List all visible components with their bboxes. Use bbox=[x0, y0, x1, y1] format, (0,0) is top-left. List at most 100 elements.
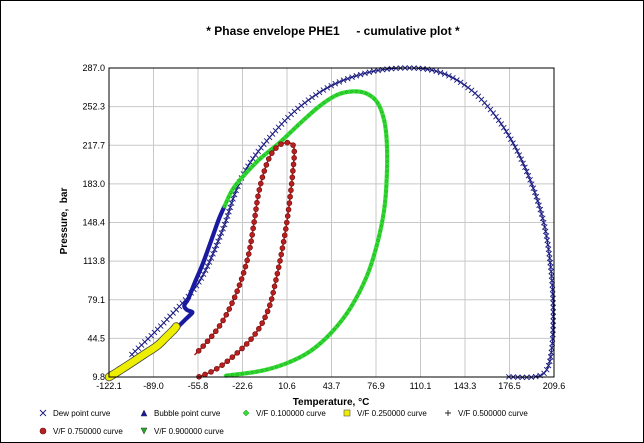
data-point-marker bbox=[235, 372, 240, 377]
data-point-marker bbox=[289, 174, 296, 181]
data-point-marker bbox=[545, 246, 552, 253]
data-point-marker bbox=[383, 194, 388, 199]
data-point-marker bbox=[338, 319, 343, 324]
legend-marker bbox=[140, 427, 148, 435]
data-point-marker bbox=[254, 199, 260, 206]
data-point-marker bbox=[269, 366, 274, 371]
data-point-marker bbox=[303, 116, 307, 121]
data-point-marker bbox=[310, 110, 315, 114]
data-point-marker bbox=[260, 368, 264, 373]
legend-marker bbox=[445, 410, 451, 416]
data-point-marker bbox=[330, 95, 335, 100]
data-point-marker bbox=[361, 281, 366, 285]
data-point-marker bbox=[373, 248, 378, 253]
data-point-marker bbox=[221, 221, 228, 228]
data-point-marker bbox=[548, 268, 554, 275]
data-point-marker bbox=[354, 89, 359, 94]
data-point-marker bbox=[285, 206, 292, 213]
data-point-marker bbox=[384, 134, 389, 139]
y-tick-label: 183.0 bbox=[82, 179, 105, 189]
data-point-marker bbox=[359, 285, 364, 290]
data-point-marker bbox=[344, 75, 351, 82]
data-point-marker bbox=[231, 294, 238, 301]
data-point-marker bbox=[377, 233, 382, 238]
series-5 bbox=[194, 139, 298, 380]
y-tick-label: 148.4 bbox=[82, 218, 105, 228]
data-point-marker bbox=[385, 169, 389, 174]
data-point-marker bbox=[379, 109, 384, 114]
data-point-marker bbox=[302, 100, 308, 106]
data-point-marker bbox=[503, 128, 510, 135]
data-point-marker bbox=[297, 355, 302, 360]
data-point-marker bbox=[325, 334, 330, 339]
data-point-marker bbox=[520, 160, 526, 167]
data-point-marker bbox=[500, 124, 507, 131]
data-point-marker bbox=[367, 267, 372, 272]
data-point-marker bbox=[366, 69, 373, 76]
data-point-marker bbox=[320, 87, 327, 93]
data-point-marker bbox=[250, 225, 256, 232]
data-point-marker bbox=[541, 370, 547, 377]
data-point-marker bbox=[370, 68, 377, 75]
data-point-marker bbox=[314, 344, 319, 349]
data-point-marker bbox=[252, 331, 258, 337]
data-point-marker bbox=[255, 193, 261, 200]
data-point-marker bbox=[385, 164, 389, 169]
data-point-marker bbox=[305, 97, 312, 103]
data-point-marker bbox=[293, 357, 297, 362]
data-point-marker bbox=[383, 124, 388, 129]
y-tick-labels: 9.8 44.5 79.1 113.8 148.4 183.0 217.7 252.3 287.… bbox=[82, 63, 105, 382]
legend-label: V/F 0.100000 curve bbox=[256, 409, 326, 418]
data-point-marker bbox=[244, 257, 250, 264]
data-point-marker bbox=[381, 114, 386, 119]
data-point-marker bbox=[352, 299, 357, 303]
data-point-marker bbox=[533, 193, 540, 200]
data-point-marker bbox=[527, 177, 533, 183]
data-point-marker bbox=[545, 241, 551, 248]
data-point-marker bbox=[309, 94, 315, 101]
data-point-marker bbox=[261, 168, 268, 174]
data-point-marker bbox=[441, 71, 448, 77]
data-point-marker bbox=[546, 358, 553, 365]
legend-label: V/F 0.250000 curve bbox=[357, 409, 427, 418]
data-point-marker bbox=[433, 68, 440, 74]
y-tick-label: 252.3 bbox=[82, 102, 105, 112]
data-point-marker bbox=[350, 303, 354, 308]
series-0 bbox=[129, 65, 557, 381]
data-point-marker bbox=[450, 75, 456, 81]
legend-item: V/F 0.250000 curve bbox=[343, 409, 427, 418]
data-point-marker bbox=[271, 283, 278, 290]
y-tick-label: 79.1 bbox=[87, 295, 105, 305]
data-point-marker bbox=[278, 251, 285, 258]
data-point-marker bbox=[382, 204, 387, 209]
data-point-marker bbox=[240, 174, 245, 179]
data-point-marker bbox=[329, 331, 333, 335]
data-point-marker bbox=[281, 232, 288, 239]
data-point-marker bbox=[510, 140, 516, 146]
data-point-marker bbox=[383, 199, 388, 204]
data-point-marker bbox=[543, 366, 550, 373]
data-point-marker bbox=[505, 132, 512, 139]
legend-label: V/F 0.750000 curve bbox=[53, 427, 123, 436]
data-point-marker bbox=[514, 148, 521, 154]
data-point-marker bbox=[200, 343, 206, 349]
data-point-marker bbox=[202, 267, 209, 273]
data-point-marker bbox=[545, 362, 552, 369]
data-point-marker bbox=[487, 106, 494, 113]
data-point-marker bbox=[550, 309, 557, 315]
data-point-marker bbox=[334, 93, 339, 97]
data-point-marker bbox=[218, 230, 225, 236]
data-point-marker bbox=[541, 224, 548, 230]
data-point-marker bbox=[224, 358, 231, 365]
data-point-marker bbox=[537, 206, 544, 213]
data-point-marker bbox=[283, 219, 290, 226]
data-point-marker bbox=[249, 232, 255, 238]
data-point-marker bbox=[208, 333, 215, 340]
data-point-marker bbox=[353, 72, 360, 79]
data-point-marker bbox=[257, 180, 264, 187]
y-tick-label: 9.8 bbox=[92, 372, 105, 382]
data-point-marker bbox=[279, 363, 284, 368]
data-point-marker bbox=[544, 237, 551, 244]
data-point-marker bbox=[359, 90, 364, 94]
data-point-marker bbox=[224, 213, 231, 219]
